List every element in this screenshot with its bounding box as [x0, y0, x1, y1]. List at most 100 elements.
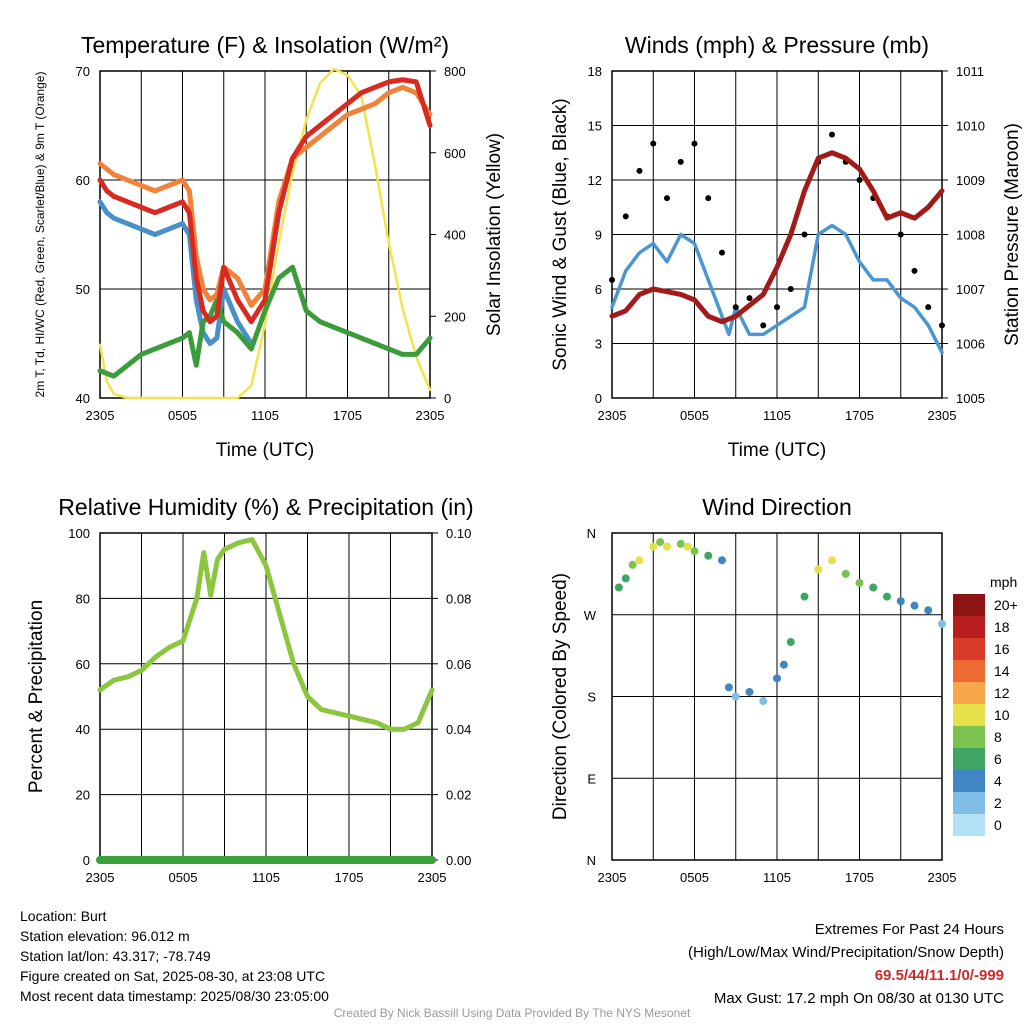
direction-point [656, 538, 665, 547]
gust-point [636, 167, 643, 174]
y2-tick-label: 0.00 [446, 853, 471, 868]
y-tick-label: 3 [595, 337, 602, 352]
dir-title: Wind Direction [702, 494, 852, 520]
direction-point [614, 583, 623, 592]
panel-temp: 2305 0505 1105 1705 2305 40 50 60 70 0 200 400 600 80… [76, 64, 466, 423]
y2-tick-label: 0.10 [446, 526, 471, 541]
direction-point [690, 547, 699, 556]
series-wind [610, 223, 944, 355]
direction-point [883, 592, 891, 601]
y-tick-label: N [587, 853, 596, 868]
direction-point [635, 556, 644, 565]
x-tick-label: 2305 [598, 408, 627, 423]
y2-tick-label: 1007 [956, 282, 985, 297]
y-tick-label: W [584, 608, 597, 623]
temp-ylabel-left: 2m T, Td, HI/WC (Red, Green, Scarlet/Blu… [33, 72, 47, 398]
y2-tick-label: 0 [444, 391, 451, 406]
direction-point [649, 542, 658, 551]
gust-point [677, 158, 684, 165]
x-tick-label: 2305 [86, 408, 115, 423]
y2-tick-label: 1009 [956, 173, 985, 188]
y-tick-label: 18 [588, 64, 602, 79]
x-tick-label: 1105 [763, 408, 791, 423]
gust-point [801, 231, 808, 238]
y2-tick-label: 1008 [956, 228, 985, 243]
gust-point [897, 231, 904, 238]
direction-point [724, 683, 733, 692]
x-tick-label: 1105 [763, 870, 791, 885]
legend-swatch [953, 792, 985, 814]
y2-tick-label: 400 [444, 228, 466, 243]
temp-ylabel-right: Solar Insolation (Yellow) [484, 133, 505, 336]
legend-label: 18 [994, 619, 1010, 635]
legend-label: 20+ [994, 597, 1018, 613]
direction-point [676, 539, 685, 548]
gust-point [664, 195, 670, 202]
direction-point [759, 697, 768, 706]
direction-point [663, 542, 671, 551]
y-tick-label: 20 [76, 788, 90, 803]
x-tick-label: 0505 [169, 870, 198, 885]
y2-tick-label: 600 [444, 146, 466, 161]
figure-created: Figure created on Sat, 2025-08-30, at 23… [20, 968, 326, 984]
extremes-desc: (High/Low/Max Wind/Precipitation/Snow De… [688, 944, 1004, 961]
y2-tick-label: 1006 [956, 337, 985, 352]
x-tick-label: 2305 [416, 408, 445, 423]
gust-point [829, 131, 835, 138]
gust-point [691, 140, 698, 147]
direction-point [731, 692, 740, 701]
gust-point [911, 267, 918, 274]
y-tick-label: 6 [595, 282, 602, 297]
legend-swatch [953, 638, 985, 660]
wind-title: Winds (mph) & Pressure (mb) [625, 32, 929, 58]
y-tick-label: 15 [588, 119, 602, 134]
y2-tick-label: 200 [444, 309, 466, 324]
direction-point [855, 578, 864, 587]
rh-ylabel-left: Percent & Precipitation [26, 600, 47, 793]
direction-point [896, 597, 905, 606]
direction-point [779, 660, 788, 669]
y-tick-label: 40 [76, 391, 90, 406]
series-t9m [97, 84, 433, 308]
series-t2m [97, 77, 433, 325]
gust-point [939, 322, 945, 329]
gust-point [719, 249, 725, 256]
legend-swatch [953, 660, 985, 682]
y-tick-label: 50 [76, 282, 90, 297]
legend-label: 14 [994, 663, 1010, 679]
y-tick-label: 12 [588, 173, 602, 188]
temp-xlabel: Time (UTC) [216, 440, 315, 461]
dir-ylabel-left: Direction (Colored By Speed) [550, 573, 571, 820]
legend-swatch [953, 770, 985, 792]
x-tick-label: 1705 [333, 408, 362, 423]
legend-title: mph [990, 574, 1017, 590]
rh-title: Relative Humidity (%) & Precipitation (i… [58, 494, 473, 520]
y2-tick-label: 0.06 [446, 657, 471, 672]
panel-rh: 2305 0505 1105 1705 2305 0 20 40 60 80 100 0.00 0.02… [68, 526, 471, 885]
legend-label: 10 [994, 707, 1010, 723]
x-tick-label: 0505 [680, 870, 709, 885]
legend-swatch [953, 814, 985, 836]
gust-point [760, 322, 767, 329]
x-tick-label: 1105 [251, 408, 279, 423]
extremes-title: Extremes For Past 24 Hours [814, 921, 1004, 938]
y2-tick-label: 0.02 [446, 788, 471, 803]
x-tick-label: 1705 [845, 408, 874, 423]
x-tick-label: 2305 [928, 870, 957, 885]
legend-label: 6 [994, 751, 1002, 767]
direction-point [924, 606, 933, 615]
direction-point [683, 542, 692, 551]
direction-point [773, 674, 781, 683]
max-gust: Max Gust: 17.2 mph On 08/30 at 0130 UTC [713, 990, 1004, 1007]
x-tick-label: 0505 [168, 408, 197, 423]
y2-tick-label: 1011 [956, 64, 984, 79]
gust-point [787, 286, 794, 292]
credit-line: Created By Nick Bassill Using Data Provi… [333, 1006, 691, 1020]
y-tick-label: 9 [595, 228, 602, 243]
x-tick-label: 1705 [335, 870, 364, 885]
legend-swatch [953, 704, 985, 726]
direction-point [814, 565, 823, 574]
